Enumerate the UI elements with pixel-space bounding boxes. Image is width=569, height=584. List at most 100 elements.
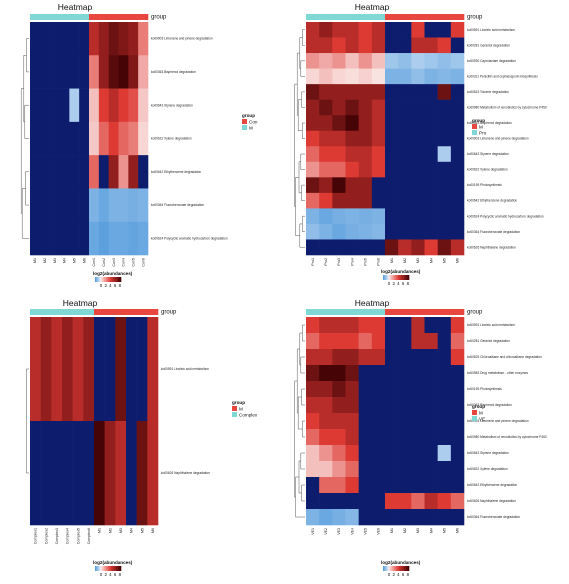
row-dendrogram bbox=[26, 368, 29, 474]
color-scale-step bbox=[407, 275, 410, 280]
heatmap-cell bbox=[98, 155, 109, 189]
heatmap-cell bbox=[319, 381, 333, 398]
column-label: M4 bbox=[429, 258, 433, 263]
heatmap-cell bbox=[345, 239, 359, 256]
color-scale-tick: 8 bbox=[407, 572, 410, 577]
heatmap-cell bbox=[345, 208, 359, 225]
legend-title: group bbox=[472, 118, 485, 123]
heatmap-cell bbox=[345, 493, 359, 510]
heatmap-cell bbox=[306, 413, 320, 430]
color-scale-step bbox=[387, 275, 389, 280]
heatmap-cell bbox=[411, 493, 425, 510]
legend-swatch bbox=[232, 412, 237, 417]
heatmap-cell bbox=[385, 239, 399, 256]
heatmap-cell bbox=[398, 208, 412, 225]
heatmap-cell bbox=[371, 397, 386, 414]
heatmap-cell bbox=[345, 461, 359, 478]
legend-entry: VE bbox=[479, 416, 485, 421]
heatmap-cell bbox=[385, 68, 399, 85]
heatmap-cell bbox=[385, 84, 399, 100]
color-scale-step bbox=[119, 277, 122, 282]
row-label: ko00626 Naphthalene degradation bbox=[467, 245, 516, 249]
heatmap-cell bbox=[319, 146, 333, 163]
heatmap-cell bbox=[345, 177, 359, 194]
heatmap-cell bbox=[424, 22, 438, 38]
heatmap-cell bbox=[30, 188, 41, 223]
row-label: ko00983 Drug metabolism - other enzymes bbox=[467, 371, 528, 375]
heatmap-cell bbox=[411, 208, 425, 225]
group-bar-cell bbox=[411, 14, 425, 20]
heatmap-cell bbox=[345, 146, 359, 163]
heatmap-cell bbox=[450, 239, 465, 256]
legend-entry: M bbox=[479, 124, 483, 129]
color-scale-step bbox=[406, 275, 409, 280]
row-label: ko00643 Styrene degradation bbox=[467, 152, 509, 156]
heatmap-cell bbox=[306, 99, 320, 116]
heatmap-cell bbox=[306, 84, 320, 100]
column-label: Complex2 bbox=[44, 528, 48, 544]
heatmap-cell bbox=[332, 177, 346, 194]
color-scale-step bbox=[388, 566, 390, 571]
heatmap-cell bbox=[62, 421, 73, 526]
row-label: ko00624 Polycyclic aromatic hydrocarbon … bbox=[467, 214, 544, 218]
group-bar-cell bbox=[51, 309, 63, 315]
heatmap-cell bbox=[115, 317, 127, 422]
column-label: VE3 bbox=[337, 528, 341, 535]
heatmap-cell bbox=[437, 223, 452, 240]
row-label: ko00195 Photosynthesis bbox=[467, 183, 502, 187]
color-scale-step bbox=[113, 566, 115, 571]
heatmap-cell bbox=[319, 99, 333, 116]
heatmap-cell bbox=[30, 155, 41, 189]
heatmap-cell bbox=[83, 421, 95, 526]
heatmap-cell bbox=[345, 223, 359, 240]
heatmap-cell bbox=[345, 84, 359, 100]
heatmap-cell bbox=[424, 177, 438, 194]
color-scale-step bbox=[400, 566, 402, 571]
heatmap-cell bbox=[128, 188, 139, 223]
color-scale-step bbox=[115, 566, 117, 571]
heatmap-cell bbox=[79, 188, 90, 223]
heatmap-cell bbox=[40, 421, 52, 526]
heatmap-cell bbox=[319, 53, 333, 69]
row-dendrogram bbox=[294, 324, 305, 518]
color-scale-step bbox=[98, 277, 100, 282]
heatmap-cell bbox=[424, 53, 438, 69]
heatmap-cell bbox=[306, 192, 320, 209]
heatmap-cell bbox=[398, 349, 412, 366]
heatmap-cell bbox=[411, 22, 425, 38]
heatmap-cell bbox=[437, 333, 452, 350]
heatmap-cell bbox=[332, 130, 346, 147]
heatmap-cell bbox=[358, 493, 373, 510]
color-scale-step bbox=[101, 566, 103, 571]
heatmap-cell bbox=[437, 349, 452, 366]
heatmap-cell bbox=[306, 239, 320, 256]
heatmap-cell bbox=[437, 84, 452, 100]
heatmap-cell bbox=[385, 53, 399, 69]
column-label: Pro4 bbox=[350, 258, 354, 266]
column-label: VE5 bbox=[364, 528, 368, 535]
heatmap-cell bbox=[358, 413, 373, 430]
heatmap-cell bbox=[136, 317, 148, 422]
heatmap-cell bbox=[371, 413, 386, 430]
heatmap-cell bbox=[411, 239, 425, 256]
heatmap-cell bbox=[398, 445, 412, 462]
heatmap-cell bbox=[319, 84, 333, 100]
heatmap-cell bbox=[89, 55, 100, 89]
group-bar-cell bbox=[398, 309, 412, 315]
heatmap-cell bbox=[424, 381, 438, 398]
column-label: Pro5 bbox=[364, 258, 368, 266]
color-scale-step bbox=[383, 275, 385, 280]
color-scale-tick: 2 bbox=[392, 281, 395, 286]
legend-entry: Complex bbox=[239, 412, 258, 417]
row-label: ko00622 Xylene degradation bbox=[151, 137, 192, 141]
heatmap-cell bbox=[424, 397, 438, 414]
heatmap-cell bbox=[411, 192, 425, 209]
heatmap-cell bbox=[306, 509, 320, 526]
heatmap-cell bbox=[398, 509, 412, 526]
heatmap-cell bbox=[411, 429, 425, 446]
heatmap-cell bbox=[371, 146, 386, 163]
heatmap-cell bbox=[450, 208, 465, 225]
heatmap-cell bbox=[49, 221, 60, 256]
heatmap-cell bbox=[385, 115, 399, 132]
color-scale-step bbox=[101, 277, 103, 282]
